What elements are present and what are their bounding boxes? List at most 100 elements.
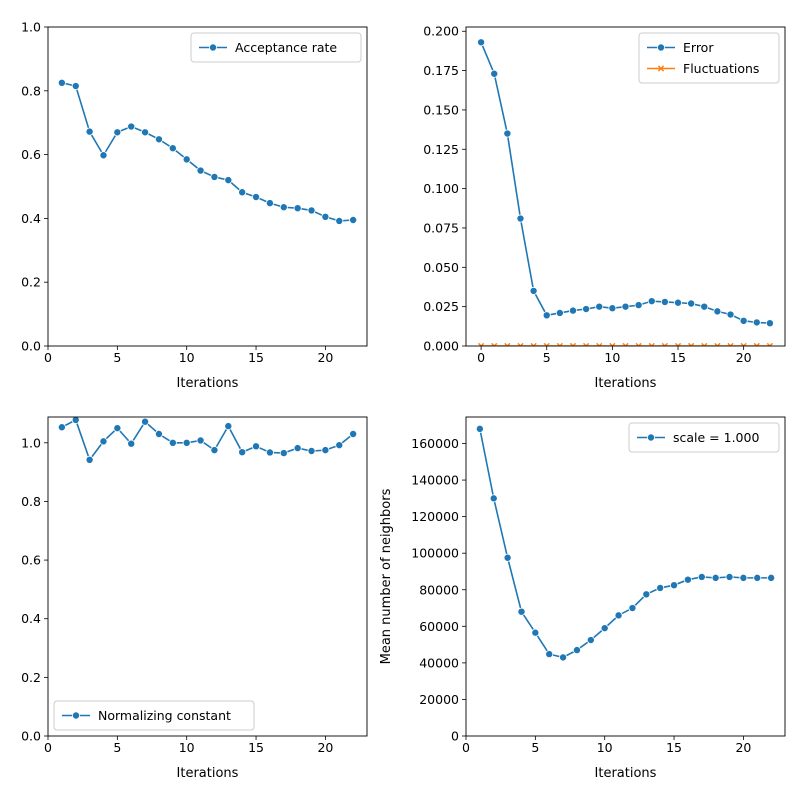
subplot-2: 0 5 10 15 20 0.000 0.025 0.050 0.075 0.100 0.125 0.… bbox=[423, 24, 786, 391]
data-point bbox=[543, 342, 550, 346]
data-point bbox=[475, 424, 484, 433]
data-point bbox=[530, 342, 537, 346]
data-point bbox=[622, 342, 629, 346]
data-point bbox=[127, 439, 136, 448]
y-tick-label: 0.0 bbox=[21, 339, 41, 354]
x-tick-label: 5 bbox=[113, 740, 121, 755]
y-tick-label: 0.075 bbox=[423, 220, 459, 235]
data-point bbox=[621, 302, 630, 311]
data-point bbox=[600, 624, 609, 633]
y-tick-label: 0.100 bbox=[423, 181, 459, 196]
data-point bbox=[503, 553, 512, 562]
data-point bbox=[670, 581, 679, 590]
y-tick-label: 0.2 bbox=[21, 275, 41, 290]
data-point bbox=[321, 446, 330, 455]
data-point bbox=[700, 302, 709, 311]
axes-frame bbox=[465, 26, 786, 347]
data-point bbox=[725, 572, 734, 581]
x-axis-label: Iterations bbox=[177, 376, 239, 391]
data-point bbox=[265, 448, 274, 457]
data-point bbox=[349, 430, 358, 439]
data-point bbox=[279, 449, 288, 458]
data-point bbox=[490, 69, 499, 78]
legend: Error Fluctuations bbox=[638, 32, 780, 84]
data-point bbox=[647, 297, 656, 306]
x-tick-label: 20 bbox=[736, 350, 752, 365]
x-tick-label: 20 bbox=[735, 740, 751, 755]
data-point bbox=[321, 212, 330, 221]
data-point bbox=[648, 342, 655, 346]
data-point bbox=[608, 304, 617, 313]
legend-box bbox=[190, 32, 362, 63]
x-tick-label: 10 bbox=[179, 740, 195, 755]
data-point bbox=[642, 590, 651, 599]
data-point bbox=[265, 199, 274, 208]
legend-box bbox=[53, 700, 255, 731]
data-point bbox=[85, 455, 94, 464]
data-point bbox=[714, 342, 721, 346]
data-point bbox=[572, 646, 581, 655]
y-tick-label: 0.025 bbox=[423, 299, 459, 314]
data-point bbox=[224, 176, 233, 185]
data-point bbox=[182, 155, 191, 164]
data-point bbox=[556, 342, 563, 346]
data-point bbox=[568, 306, 577, 315]
data-point bbox=[182, 438, 191, 447]
y-tick-label: 60000 bbox=[419, 619, 459, 634]
data-point bbox=[491, 342, 498, 346]
y-tick-label: 1.0 bbox=[21, 20, 41, 35]
data-point bbox=[595, 302, 604, 311]
x-tick-label: 15 bbox=[670, 350, 686, 365]
data-point bbox=[293, 444, 302, 453]
data-point bbox=[504, 342, 511, 346]
data-point bbox=[614, 611, 623, 620]
data-point bbox=[753, 342, 760, 346]
data-point bbox=[335, 441, 344, 450]
legend-label: Acceptance rate bbox=[235, 40, 337, 55]
y-tick-label: 0.000 bbox=[423, 339, 459, 354]
data-point bbox=[335, 216, 344, 225]
data-point bbox=[740, 342, 747, 346]
legend-label: scale = 1.000 bbox=[673, 430, 759, 445]
x-tick-label: 15 bbox=[666, 740, 682, 755]
data-point bbox=[582, 342, 590, 346]
legend-marker bbox=[657, 43, 666, 52]
data-point bbox=[71, 415, 80, 424]
data-point bbox=[739, 573, 748, 582]
data-point bbox=[238, 188, 247, 197]
x-axis-label: Iterations bbox=[595, 376, 657, 391]
plot-area bbox=[477, 38, 774, 346]
data-point bbox=[628, 604, 637, 613]
x-tick-label: 0 bbox=[477, 350, 485, 365]
data-point bbox=[141, 128, 150, 137]
data-point bbox=[596, 342, 603, 346]
subplot-3: 0 5 10 15 20 0.0 0.2 0.4 0.6 0.8 1.0 Iterations Norm… bbox=[21, 415, 368, 781]
data-point bbox=[635, 342, 642, 346]
x-tick-label: 15 bbox=[248, 740, 264, 755]
y-tick-label: 0 bbox=[451, 729, 459, 744]
subplot-1: 0 5 10 15 20 0.0 0.2 0.4 0.6 0.8 1.0 Iterations Acce… bbox=[21, 20, 368, 391]
data-point bbox=[687, 299, 696, 308]
legend: scale = 1.000 bbox=[628, 422, 780, 453]
y-tick-label: 80000 bbox=[419, 582, 459, 597]
data-point bbox=[252, 193, 261, 202]
data-point bbox=[765, 319, 774, 328]
subplot-4: 0 5 10 15 20 0 20000 40000 60000 80000 100000 12000… bbox=[379, 416, 786, 781]
data-point bbox=[71, 82, 80, 91]
y-axis-label: Mean number of neighbors bbox=[379, 488, 394, 664]
plot-area bbox=[57, 415, 358, 464]
data-point bbox=[766, 342, 774, 346]
y-tick-label: 0.2 bbox=[21, 670, 41, 685]
data-point bbox=[127, 122, 136, 131]
data-point bbox=[99, 437, 108, 446]
plot-area bbox=[475, 424, 776, 662]
data-point bbox=[196, 436, 205, 445]
x-tick-label: 10 bbox=[179, 350, 195, 365]
data-point bbox=[634, 301, 643, 310]
data-point bbox=[688, 342, 695, 346]
axes-frame bbox=[465, 416, 786, 737]
data-point bbox=[57, 78, 66, 87]
data-point bbox=[739, 316, 748, 325]
y-tick-label: 0.125 bbox=[423, 142, 459, 157]
